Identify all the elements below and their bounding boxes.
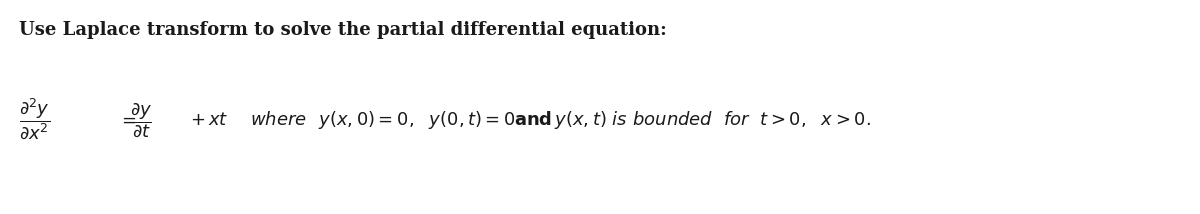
Text: $y(x,0) = 0, \ \ y(0,t) = 0$: $y(x,0) = 0, \ \ y(0,t) = 0$: [318, 109, 516, 131]
Text: $+\,xt$: $+\,xt$: [190, 111, 228, 129]
Text: $=$: $=$: [118, 111, 137, 129]
Text: $\mathit{y(x,t)\ is\ bounded\ \ for\ \ t>0,\ \ x>0.}$: $\mathit{y(x,t)\ is\ bounded\ \ for\ \ t…: [554, 109, 871, 131]
Text: $\dfrac{\partial^2 y}{\partial x^2}$: $\dfrac{\partial^2 y}{\partial x^2}$: [19, 97, 50, 142]
Text: Use Laplace transform to solve the partial differential equation:: Use Laplace transform to solve the parti…: [19, 21, 667, 39]
Text: $\mathbf{and}$: $\mathbf{and}$: [514, 111, 552, 129]
Text: $\mathit{where}$: $\mathit{where}$: [250, 111, 306, 129]
Text: $\dfrac{\partial y}{\partial t}$: $\dfrac{\partial y}{\partial t}$: [130, 101, 151, 139]
